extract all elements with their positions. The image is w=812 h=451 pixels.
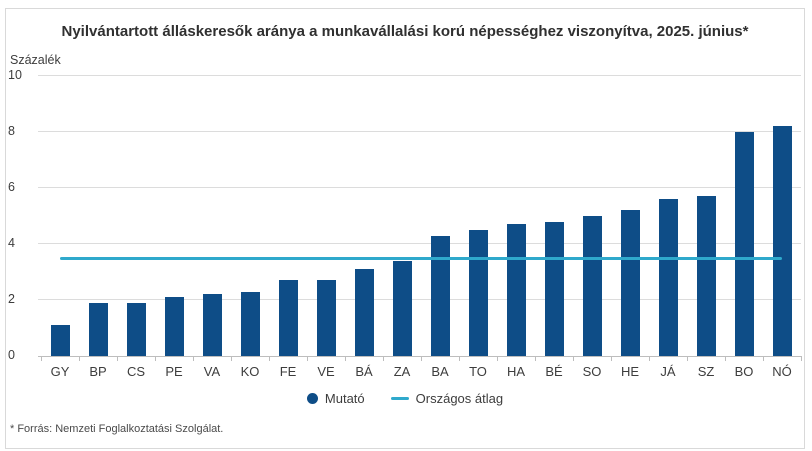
x-category-label: BO [734,364,754,379]
bar-KO[interactable] [240,291,260,356]
x-tick [383,356,384,361]
chart-legend: Mutató Országos átlag [6,391,804,406]
x-category-label: NÓ [772,364,792,379]
bar-BO[interactable] [734,132,754,356]
x-tick [41,356,42,361]
x-category-label: BÉ [545,364,563,379]
x-category-label: ZA [393,364,411,379]
x-tick [649,356,650,361]
bar-GY[interactable] [50,325,70,356]
bar-BÉ[interactable] [544,221,564,356]
x-tick [801,356,802,361]
x-category-label: VE [317,364,335,379]
x-tick [763,356,764,361]
x-tick [117,356,118,361]
chart-title: Nyilvántartott álláskeresők aránya a mun… [61,23,749,40]
legend-item-series[interactable]: Mutató [306,391,365,406]
y-tick-label: 10 [8,68,22,82]
x-category-label: BA [431,364,449,379]
x-category-label: HA [506,364,526,379]
bar-CS[interactable] [126,302,146,356]
bar-BÁ[interactable] [354,269,374,356]
x-tick [535,356,536,361]
x-tick [231,356,232,361]
gridline [38,243,801,244]
legend-average-label: Országos átlag [415,391,504,406]
x-category-label: FE [279,364,297,379]
bar-HE[interactable] [620,210,640,356]
bar-VA[interactable] [202,294,222,356]
x-tick [687,356,688,361]
x-tick [307,356,308,361]
legend-item-average[interactable]: Országos átlag [390,391,504,406]
x-category-label: HE [620,364,640,379]
y-tick-label: 4 [8,236,15,250]
bar-NÓ[interactable] [772,126,792,356]
x-tick [155,356,156,361]
average-line-icon [390,397,409,400]
y-axis-unit-label: Százalék [10,53,61,67]
x-category-label: SZ [697,364,715,379]
bar-VE[interactable] [316,280,336,356]
x-category-label: GY [50,364,70,379]
bar-FE[interactable] [278,280,298,356]
y-tick-label: 0 [8,348,15,362]
x-tick [573,356,574,361]
x-category-label: PE [165,364,183,379]
gridline [38,131,801,132]
x-tick [459,356,460,361]
legend-series-label: Mutató [324,391,365,406]
bar-BP[interactable] [88,302,108,356]
chart-card: Nyilvántartott álláskeresők aránya a mun… [5,8,805,449]
bar-SZ[interactable] [696,196,716,356]
y-tick-label: 2 [8,292,15,306]
x-tick [345,356,346,361]
bar-HA[interactable] [506,224,526,356]
x-tick [79,356,80,361]
y-tick-label: 6 [8,180,15,194]
x-axis-line [38,356,801,357]
plot-area: 0 2 4 6 8 10 GY BP CS PE VA KO FE VE BÁ ZA BA TO HA BÉ SO HE J… [8,68,802,379]
x-tick [193,356,194,361]
gridline [38,187,801,188]
bar-BA[interactable] [430,235,450,356]
x-category-label: TO [469,364,487,379]
bar-PE[interactable] [164,297,184,356]
x-tick [421,356,422,361]
gridline [38,299,801,300]
bar-SO[interactable] [582,216,602,356]
x-tick [611,356,612,361]
source-footnote: * Forrás: Nemzeti Foglalkoztatási Szolgá… [10,423,224,435]
x-category-label: KO [240,364,260,379]
x-category-label: VA [203,364,221,379]
x-tick [725,356,726,361]
national-average-line [60,256,782,260]
series-circle-icon [306,393,318,404]
x-tick [497,356,498,361]
bar-TO[interactable] [468,230,488,356]
x-tick [269,356,270,361]
x-category-label: JÁ [660,364,676,379]
gridline [38,75,801,76]
x-category-label: CS [126,364,146,379]
x-category-label: BP [89,364,107,379]
x-category-label: BÁ [355,364,373,379]
y-tick-label: 8 [8,124,15,138]
x-category-label: SO [582,364,602,379]
bar-ZA[interactable] [392,260,412,356]
bar-JÁ[interactable] [658,199,678,356]
